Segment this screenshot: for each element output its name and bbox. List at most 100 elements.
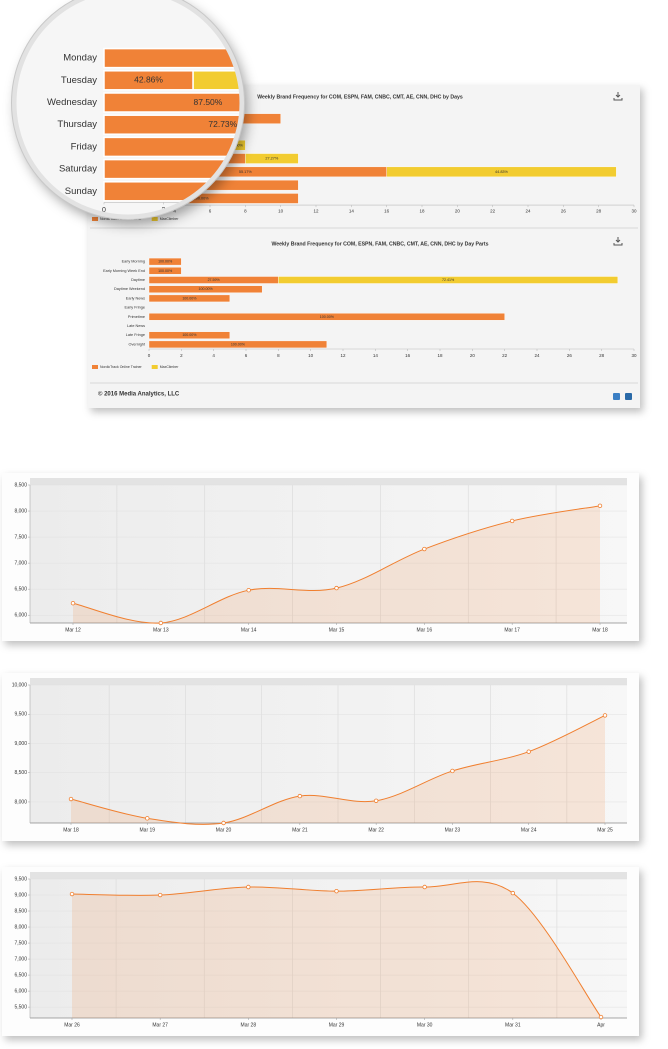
y-tick-label: Saturday	[59, 164, 97, 175]
x-tick-label: Mar 12	[65, 627, 81, 633]
x-tick-label: 8	[244, 208, 247, 213]
x-tick-label: 26	[561, 208, 567, 213]
x-tick-label: Mar 19	[140, 827, 156, 833]
line	[70, 714, 606, 825]
value-label: 55.17%	[239, 170, 253, 174]
point	[246, 884, 251, 890]
x-tick-label: 10	[308, 353, 314, 358]
download-icon[interactable]	[613, 92, 623, 101]
x-tick-label: 26	[567, 353, 573, 358]
point	[422, 884, 427, 890]
bar	[103, 92, 240, 113]
point	[334, 888, 339, 894]
x-tick-label: 30	[631, 208, 637, 213]
y-tick-label: 7,000	[14, 956, 27, 962]
y-tick-label: Overnight	[129, 342, 146, 346]
value-label: 100.00%	[320, 315, 335, 319]
x-tick-label: 4	[212, 353, 215, 358]
legend-swatch	[92, 365, 98, 369]
y-tick-label: 7,000	[14, 560, 27, 566]
x-tick-label: 16	[405, 353, 411, 358]
point	[602, 713, 608, 718]
y-tick-label: 8,500	[14, 482, 27, 488]
bar	[148, 285, 263, 293]
x-tick-label: 10	[278, 208, 284, 213]
y-tick-label: 9,000	[14, 741, 27, 747]
bar	[148, 294, 231, 303]
value-label: 100.00%	[198, 287, 213, 291]
x-tick-label: 8	[277, 353, 280, 358]
x-tick-label: Mar 22	[368, 827, 384, 833]
legend-swatch	[151, 217, 158, 221]
x-tick-label: 12	[313, 208, 319, 213]
bar	[148, 257, 182, 266]
point	[246, 587, 251, 593]
x-tick-label: 28	[599, 353, 605, 358]
x-tick-label: Apr	[597, 1022, 605, 1028]
y-tick-label: Tuesday	[61, 75, 97, 86]
bar	[148, 313, 505, 321]
bar	[245, 153, 299, 164]
y-tick-label: 9,500	[14, 876, 27, 882]
x-tick-label: 18	[437, 353, 443, 358]
point	[297, 793, 303, 799]
plot-area	[30, 685, 627, 823]
x-tick-label: 2	[180, 353, 183, 358]
y-tick-label: 8,500	[14, 908, 27, 914]
x-tick-label: 22	[502, 353, 508, 358]
x-tick-label: Mar 18	[592, 627, 608, 633]
value-label: 72.73%	[208, 119, 237, 129]
x-tick-label: 20	[455, 208, 461, 213]
bar	[103, 158, 240, 180]
x-tick-label: Mar 30	[417, 1022, 433, 1028]
point	[509, 518, 515, 524]
x-tick-label: Mar 15	[329, 627, 345, 633]
x-tick-label: 24	[525, 208, 531, 213]
download-icon[interactable]	[613, 237, 623, 246]
y-tick-label: Early News	[126, 296, 145, 300]
y-tick-label: Late News	[127, 324, 145, 328]
y-tick-label: Friday	[71, 141, 98, 152]
y-tick-label: 7,500	[14, 940, 27, 946]
point	[70, 601, 76, 606]
point	[598, 1014, 604, 1020]
y-tick-label: Wednesday	[47, 97, 97, 108]
bar	[103, 136, 240, 158]
footer: © 2016 Media Analytics, LLC	[98, 391, 180, 398]
value-label: 42.86%	[134, 75, 163, 85]
y-tick-label: 5,500	[14, 1004, 27, 1010]
value-label: 72.41%	[442, 278, 455, 282]
y-tick-label: Late Fringe	[126, 333, 145, 337]
x-tick-label: Mar 23	[445, 827, 461, 833]
x-tick-label: 30	[631, 353, 637, 358]
y-tick-label: 8,000	[14, 924, 27, 930]
value-label: 100.00%	[194, 196, 210, 200]
point	[68, 796, 74, 802]
x-tick-label: 0	[148, 353, 151, 358]
y-tick-label: 7,500	[14, 534, 27, 540]
x-tick-label: Mar 20	[216, 827, 232, 833]
x-tick-label: Mar 21	[292, 827, 308, 833]
value-label: 100.00%	[182, 333, 197, 337]
x-tick-label: 12	[340, 353, 346, 358]
bar	[386, 166, 617, 178]
point	[157, 892, 163, 898]
linkedin-icon[interactable]	[625, 393, 632, 400]
x-tick-label: 24	[534, 353, 540, 358]
y-tick-label: 8,000	[14, 508, 27, 514]
bar	[103, 114, 240, 135]
y-tick-label: Thursday	[57, 119, 97, 130]
twitter-icon[interactable]	[613, 393, 620, 400]
x-tick-label: 14	[373, 353, 379, 358]
point	[145, 816, 150, 821]
y-tick-label: 6,500	[14, 586, 27, 592]
y-tick-label: 8,500	[14, 770, 27, 776]
y-tick-label: 8,000	[14, 799, 27, 805]
y-tick-label: Early Morning	[122, 260, 145, 264]
bar	[278, 276, 619, 284]
x-tick-label: Mar 29	[329, 1022, 345, 1028]
value-label: 27.27%	[265, 157, 279, 161]
legend-swatch	[92, 217, 98, 221]
value-label: 100.00%	[158, 260, 173, 264]
bar	[148, 340, 328, 349]
